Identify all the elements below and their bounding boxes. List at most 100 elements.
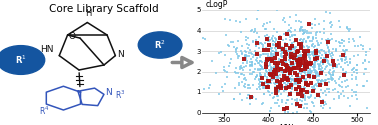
Point (307, 68, 313, 70)
Point (307, 58, 313, 60)
Point (344, 49, 350, 51)
Point (313, 50, 319, 52)
Point (282, 57, 288, 59)
Point (312, 58, 318, 60)
Point (289, 47, 295, 49)
Point (297, 77, 304, 79)
Point (319, 67, 325, 69)
Point (312, 64, 318, 66)
Point (321, 57, 327, 59)
Point (270, 37, 276, 39)
Point (343, 49, 349, 51)
Point (303, 64, 309, 66)
Point (305, 66, 311, 68)
Point (282, 70, 288, 71)
Point (269, 78, 275, 80)
Point (285, 68, 291, 70)
Point (207, 84, 213, 86)
Point (293, 60, 299, 62)
Point (297, 90, 303, 92)
Point (263, 59, 270, 61)
Point (349, 74, 355, 76)
Point (310, 43, 316, 45)
Point (309, 53, 315, 55)
Point (287, 69, 293, 71)
Point (240, 68, 246, 70)
Point (271, 66, 277, 68)
Point (320, 80, 326, 82)
Point (329, 64, 335, 66)
Point (283, 89, 289, 91)
Point (274, 65, 280, 67)
Point (257, 54, 263, 56)
Point (326, 81, 332, 83)
Point (331, 98, 337, 100)
Point (304, 54, 310, 56)
Point (237, 73, 243, 75)
Point (353, 94, 359, 96)
Point (270, 97, 276, 99)
Point (313, 34, 319, 36)
Point (248, 52, 254, 54)
Point (260, 44, 266, 46)
Point (233, 67, 239, 69)
Point (274, 93, 280, 95)
Point (319, 92, 325, 94)
Point (339, 42, 345, 44)
Point (308, 70, 314, 72)
Point (269, 71, 275, 73)
Point (314, 55, 320, 57)
Point (280, 86, 286, 88)
Point (242, 54, 248, 56)
Point (329, 24, 335, 26)
Point (296, 50, 302, 52)
Point (273, 68, 279, 70)
Point (201, 88, 207, 90)
Point (259, 67, 265, 69)
Point (290, 45, 296, 47)
Point (324, 88, 330, 90)
Point (320, 70, 326, 72)
Point (238, 67, 244, 69)
Point (277, 77, 284, 79)
Point (298, 63, 304, 65)
Point (273, 63, 279, 65)
Point (299, 80, 305, 82)
Point (318, 73, 324, 75)
Point (316, 74, 322, 76)
Point (302, 59, 308, 61)
Point (257, 65, 263, 67)
Point (233, 48, 239, 50)
Point (311, 52, 318, 54)
Point (306, 32, 312, 34)
Point (279, 68, 285, 70)
Point (294, 81, 300, 83)
Text: cLogP: cLogP (206, 0, 228, 9)
Point (232, 71, 239, 73)
Point (279, 52, 285, 54)
Point (353, 78, 359, 80)
Point (283, 53, 289, 55)
Point (206, 86, 212, 88)
Point (273, 74, 279, 76)
Point (289, 42, 295, 43)
Point (278, 92, 284, 94)
Point (236, 55, 242, 57)
Point (307, 77, 313, 79)
Point (270, 76, 276, 78)
Point (347, 58, 353, 60)
Point (294, 79, 300, 81)
Point (293, 79, 299, 81)
Point (311, 46, 317, 48)
Point (300, 77, 306, 79)
Point (314, 85, 320, 87)
Point (295, 64, 301, 66)
Point (262, 36, 268, 38)
Point (329, 38, 335, 40)
Point (298, 5, 304, 7)
Point (349, 95, 355, 97)
Point (292, 67, 298, 69)
Point (338, 58, 344, 60)
Point (276, 82, 282, 84)
Point (259, 85, 265, 87)
